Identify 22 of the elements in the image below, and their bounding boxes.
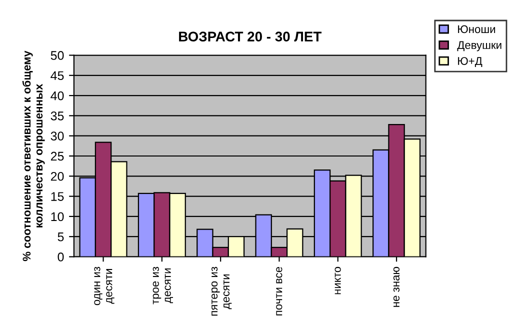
y-tick-label: 5 — [58, 232, 64, 242]
y-tick-label: 35 — [50, 112, 64, 120]
x-tick-label: не знаю — [393, 266, 400, 307]
y-tick-label: 15 — [51, 192, 64, 201]
y-tick-label: 45 — [50, 71, 64, 80]
y-tick-label: 40 — [50, 91, 64, 100]
y-tick-label: 20 — [50, 172, 64, 181]
x-tick-label: пятеро из десяти — [211, 266, 232, 316]
x-tick-label: почти все — [276, 266, 282, 316]
chart-title: ВОЗРАСТ 20 - 30 ЛЕТ — [179, 32, 322, 42]
x-tick-label: никто — [334, 266, 341, 294]
y-tick-label: 50 — [50, 51, 64, 60]
y-tick-label: 25 — [50, 152, 64, 161]
y-tick-label: 10 — [51, 212, 64, 222]
legend-label: Девушки — [457, 41, 502, 52]
y-tick-label: 30 — [50, 132, 64, 140]
legend-label: Юноши — [458, 25, 496, 34]
x-tick-label: трое из десяти — [152, 266, 173, 304]
y-axis-title: % соотношение ответивших к общему колличеству опрошенных — [22, 50, 45, 262]
legend-label: Ю+Д — [458, 57, 482, 68]
x-tick-label: один из десяти — [94, 266, 114, 306]
y-tick-label: 0 — [58, 252, 64, 262]
